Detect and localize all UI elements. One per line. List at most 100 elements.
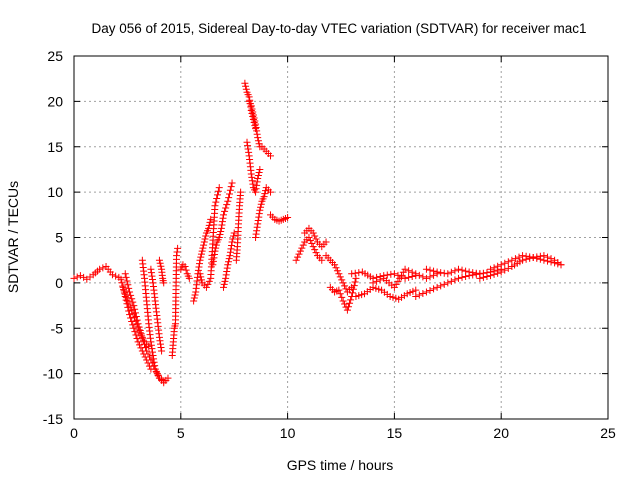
- data-point: [355, 292, 363, 300]
- data-point: [504, 258, 512, 266]
- data-point: [398, 293, 406, 301]
- y-tick-label: -10: [43, 366, 63, 382]
- data-point: [490, 270, 498, 278]
- data-point: [437, 269, 445, 277]
- data-point: [497, 261, 505, 269]
- data-point: [149, 351, 157, 359]
- data-point: [415, 271, 423, 279]
- data-point: [335, 270, 343, 278]
- data-point: [447, 268, 455, 276]
- data-point: [540, 256, 548, 264]
- data-point: [127, 291, 135, 299]
- data-point: [200, 241, 208, 249]
- data-point: [253, 223, 261, 231]
- data-point: [99, 264, 107, 272]
- data-point: [147, 341, 155, 349]
- data-point: [454, 265, 462, 273]
- data-point: [119, 283, 127, 291]
- data-point: [212, 241, 220, 249]
- data-point: [126, 288, 134, 296]
- data-point: [294, 253, 302, 261]
- data-point: [112, 272, 120, 280]
- data-point: [255, 213, 263, 221]
- data-point: [494, 269, 502, 277]
- data-point: [292, 256, 300, 264]
- data-point: [422, 274, 430, 282]
- data-point: [469, 269, 477, 277]
- data-point: [554, 260, 562, 268]
- data-point: [148, 345, 156, 353]
- data-point: [403, 290, 411, 298]
- data-point: [342, 285, 350, 293]
- data-point: [248, 173, 256, 181]
- data-point: [199, 244, 207, 252]
- data-point: [358, 291, 366, 299]
- chart-title: Day 056 of 2015, Sidereal Day-to-day VTE…: [92, 21, 587, 36]
- y-axis-label: SDTVAR / TECUs: [5, 181, 21, 293]
- data-point: [246, 96, 254, 104]
- data-point: [195, 260, 203, 268]
- data-point: [444, 279, 452, 287]
- data-point: [123, 297, 131, 305]
- data-point: [210, 251, 218, 259]
- axis-ticks: 0 5 10 15 20 25 -15 -10 -5 0 5 10 15 20 25: [43, 48, 616, 441]
- data-point: [419, 289, 427, 297]
- data-point: [122, 294, 130, 302]
- data-point: [205, 277, 213, 285]
- data-point: [332, 264, 340, 272]
- data-point: [136, 341, 144, 349]
- data-point: [222, 274, 230, 282]
- data-point: [515, 253, 523, 261]
- data-point: [142, 344, 150, 352]
- data-point: [253, 181, 261, 189]
- data-point: [390, 270, 398, 278]
- data-point: [223, 201, 231, 209]
- data-point: [386, 292, 394, 300]
- data-point: [248, 105, 256, 113]
- data-point: [220, 283, 228, 291]
- data-point: [536, 255, 544, 263]
- data-point: [195, 263, 203, 271]
- data-point: [504, 264, 512, 272]
- x-tick-label: 0: [70, 425, 78, 441]
- data-point: [198, 247, 206, 255]
- data-point: [430, 285, 438, 293]
- data-point: [148, 275, 156, 283]
- data-point: [121, 290, 129, 298]
- data-point: [209, 257, 217, 265]
- data-point: [226, 248, 234, 256]
- data-point: [227, 245, 235, 253]
- data-point: [76, 272, 84, 280]
- y-tick-label: 15: [47, 139, 63, 155]
- data-point: [260, 193, 268, 201]
- data-point: [151, 362, 159, 370]
- data-point: [132, 331, 140, 339]
- data-point: [341, 282, 349, 290]
- data-point: [533, 254, 541, 262]
- data-point: [419, 273, 427, 281]
- data-point: [311, 246, 319, 254]
- data-point: [308, 240, 316, 248]
- data-point: [412, 292, 420, 300]
- data-point: [220, 280, 228, 288]
- data-point: [519, 252, 527, 260]
- data-point: [249, 111, 257, 119]
- data-point: [173, 252, 181, 260]
- data-point: [222, 204, 230, 212]
- data-point: [392, 294, 400, 302]
- data-point: [70, 274, 78, 282]
- data-point: [125, 300, 133, 308]
- data-point: [295, 250, 303, 258]
- data-point: [129, 298, 137, 306]
- data-point: [244, 142, 252, 150]
- y-tick-label: 20: [47, 93, 63, 109]
- data-point: [252, 230, 260, 238]
- data-point: [131, 328, 139, 336]
- data-point: [196, 256, 204, 264]
- data-point: [202, 283, 210, 291]
- data-point: [494, 262, 502, 270]
- data-point: [223, 268, 231, 276]
- data-point: [369, 279, 377, 287]
- data-point: [211, 247, 219, 255]
- data-point: [557, 261, 565, 269]
